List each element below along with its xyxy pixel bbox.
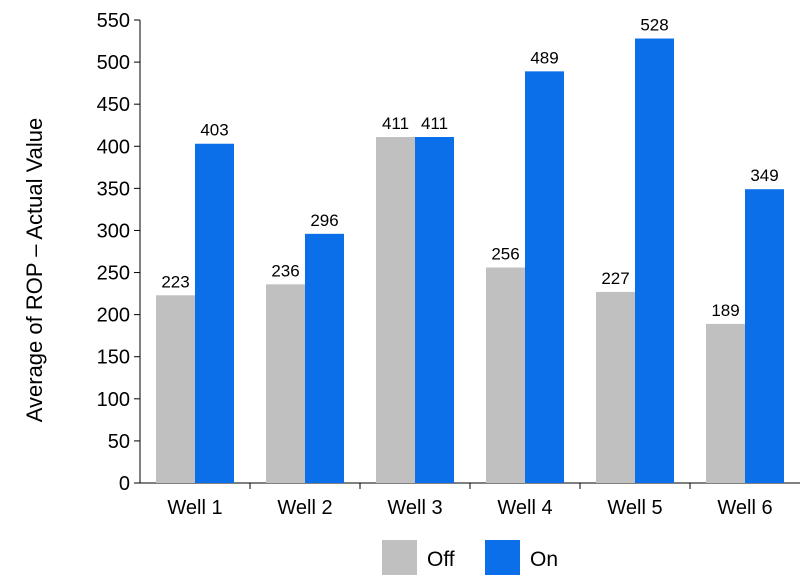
bar-on bbox=[635, 38, 674, 484]
bar-on bbox=[525, 71, 564, 484]
data-label: 528 bbox=[640, 16, 668, 35]
bar-off bbox=[266, 284, 305, 483]
bar-off bbox=[156, 295, 195, 483]
data-label: 489 bbox=[530, 48, 558, 67]
data-label: 227 bbox=[601, 269, 629, 288]
bars bbox=[156, 38, 784, 484]
bar-on bbox=[305, 233, 344, 483]
x-tick-label: Well 4 bbox=[497, 497, 552, 519]
data-label: 223 bbox=[161, 272, 189, 291]
data-label: 411 bbox=[421, 114, 448, 133]
data-label: 349 bbox=[750, 166, 778, 185]
bar-off bbox=[376, 137, 415, 483]
data-label: 411 bbox=[382, 114, 409, 133]
y-tick-label: 550 bbox=[97, 10, 130, 32]
legend-swatch-off bbox=[382, 540, 417, 575]
bar-off bbox=[596, 291, 635, 483]
y-tick-label: 150 bbox=[97, 347, 130, 369]
x-tick-label: Well 6 bbox=[717, 497, 772, 519]
y-tick-label: 400 bbox=[97, 136, 130, 158]
x-axis: Well 1 Well 2 Well 3 Well 4 Well 5 Well 6 bbox=[140, 482, 800, 519]
bar-off bbox=[486, 267, 525, 483]
bar-on bbox=[415, 137, 454, 483]
y-tick-label: 250 bbox=[97, 263, 130, 285]
data-label: 403 bbox=[200, 121, 228, 140]
legend: Off On bbox=[382, 540, 558, 575]
bar-on bbox=[745, 189, 784, 484]
y-axis-title: Average of ROP – Actual Value bbox=[22, 118, 47, 423]
x-tick-label: Well 1 bbox=[167, 497, 222, 519]
x-tick-label: Well 3 bbox=[387, 497, 442, 519]
y-tick-label: 200 bbox=[97, 305, 130, 327]
data-labels: 223 403 236 296 411 411 256 489 227 528 189 349 bbox=[161, 16, 778, 320]
y-tick-label: 0 bbox=[119, 473, 130, 495]
y-tick-label: 350 bbox=[97, 178, 130, 200]
data-label: 189 bbox=[711, 301, 739, 320]
y-tick-label: 50 bbox=[108, 431, 130, 453]
y-tick-label: 500 bbox=[97, 52, 130, 74]
x-tick-label: Well 5 bbox=[607, 497, 662, 519]
y-tick-label: 300 bbox=[97, 220, 130, 242]
y-tick-label: 100 bbox=[97, 389, 130, 411]
bar-off bbox=[706, 323, 745, 483]
y-axis: 0 50 100 150 200 250 300 350 400 450 500 550 bbox=[97, 10, 141, 495]
y-tick-label: 450 bbox=[97, 94, 130, 116]
legend-label-on: On bbox=[530, 548, 558, 571]
legend-swatch-on bbox=[485, 540, 520, 575]
x-tick-label: Well 2 bbox=[277, 497, 332, 519]
bar-on bbox=[195, 143, 234, 484]
data-label: 296 bbox=[310, 211, 338, 230]
data-label: 236 bbox=[271, 261, 299, 280]
legend-label-off: Off bbox=[427, 548, 455, 571]
data-label: 256 bbox=[491, 244, 519, 263]
